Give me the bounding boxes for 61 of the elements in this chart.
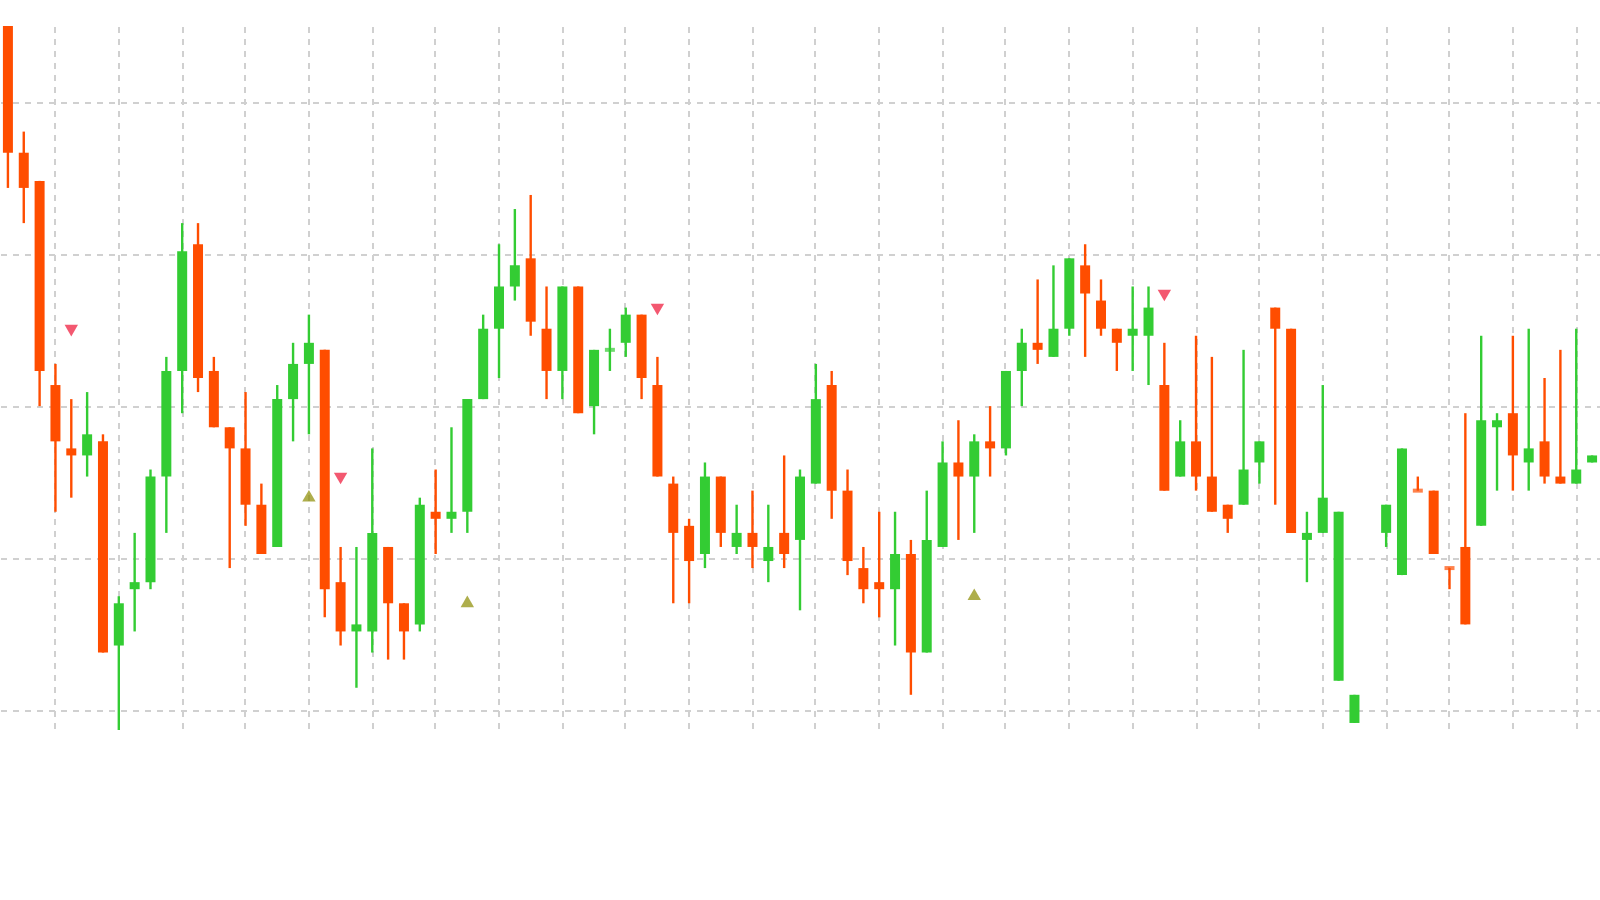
candlestick [1111, 327, 1122, 373]
point [64, 324, 78, 337]
candlestick [288, 341, 299, 443]
candlestick [1523, 327, 1534, 492]
candlestick [604, 327, 615, 373]
candlestick [351, 545, 362, 689]
candlestick [1301, 510, 1312, 584]
candlestick [541, 285, 552, 401]
candlestick [1381, 503, 1392, 549]
candlestick [430, 468, 441, 556]
candlestick [1048, 264, 1059, 359]
point [1157, 289, 1172, 302]
candlestick [1270, 306, 1281, 506]
candlestick [1555, 348, 1566, 485]
candlestick [1191, 334, 1202, 492]
candlestick [763, 503, 774, 584]
candlestick [890, 510, 901, 647]
candlestick [1206, 355, 1217, 513]
candlestick [129, 531, 140, 633]
candlestick [224, 426, 235, 570]
candlestick [509, 207, 520, 302]
candlestick [1444, 566, 1455, 591]
candlestick [1143, 285, 1154, 387]
candlestick [1539, 376, 1550, 485]
candlestick [1349, 693, 1360, 725]
candlestick [66, 397, 77, 499]
point [650, 303, 665, 316]
candlestick [953, 419, 964, 542]
candlestick [1317, 383, 1328, 535]
candlestick [18, 130, 29, 225]
candlestick [779, 454, 790, 570]
candlestick [1507, 334, 1518, 492]
candlestick [1238, 348, 1249, 506]
candlestick [1080, 243, 1091, 359]
candlestick [1571, 327, 1582, 485]
candlestick [1254, 440, 1265, 485]
point [460, 595, 475, 608]
point [967, 588, 981, 601]
candlestick [1095, 278, 1106, 337]
candlestick [969, 433, 980, 535]
candlestick [494, 243, 505, 380]
candlestick [1492, 412, 1503, 492]
point [302, 489, 316, 502]
candlestick [731, 503, 742, 556]
candlestick [446, 426, 457, 535]
candlestick [874, 510, 885, 619]
candlestick [985, 404, 996, 478]
point [333, 472, 348, 485]
candlestick [620, 306, 631, 359]
candlestick [1032, 278, 1043, 366]
candlestick [398, 602, 409, 661]
candlestick [858, 545, 869, 605]
candlestick [684, 517, 695, 605]
candlestick [113, 595, 124, 732]
candlestick [1175, 419, 1186, 478]
candlestick [747, 489, 758, 570]
candlestick [1222, 503, 1233, 535]
candlestick [1127, 285, 1138, 373]
candlestick [1016, 327, 1027, 408]
candlestick [303, 313, 314, 436]
candlestick [82, 390, 93, 478]
